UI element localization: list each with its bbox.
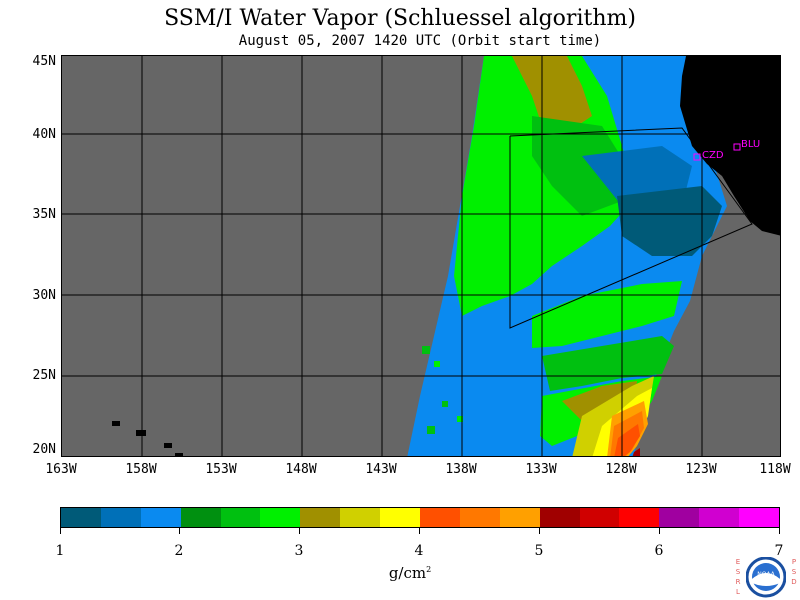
station-czd-label: CZD [702,150,724,161]
legend-tick [779,528,780,534]
color-swatch [699,508,740,527]
swath-olive-patch [512,56,592,136]
swath-south-green [542,336,674,391]
lon-label-153w: 153W [205,462,237,477]
legend-tick [299,528,300,534]
lon-label-118w: 118W [759,462,791,477]
legend-label-1: 1 [55,543,65,559]
swath-dark-red [632,448,640,456]
lon-label-163w: 163W [45,462,77,477]
legend-label-3: 3 [294,543,304,559]
island [112,421,120,426]
legend-label-2: 2 [174,543,184,559]
station-blu-label: BLU [741,139,760,150]
swath-central-green [532,281,682,348]
lon-label-123w: 123W [685,462,717,477]
color-swatch [499,508,540,527]
water-vapor-map: CZD BLU [61,55,781,457]
island [136,430,146,436]
color-swatch [100,508,141,527]
station-czd-marker [693,153,701,161]
legend-tick [539,528,540,534]
units-exponent: 2 [426,565,432,574]
swath-mid-green [532,116,627,216]
swath-north-green [454,56,637,316]
lat-label-30n: 30N [32,288,56,303]
pixel-green [457,416,463,422]
legend-label-5: 5 [534,543,544,559]
pixel-green [434,361,440,367]
color-swatch [300,508,341,527]
units-text: g/cm [388,564,427,582]
chart-title: SSM/I Water Vapor (Schluessel algorithm) [164,6,636,31]
lon-label-133w: 133W [525,462,557,477]
analysis-box [509,127,753,329]
pixel-green [422,346,430,354]
color-swatch [140,508,181,527]
legend-label-4: 4 [414,543,424,559]
pixel-green [442,401,448,407]
lon-label-128w: 128W [605,462,637,477]
legend-tick [179,528,180,534]
color-swatch [61,508,101,527]
color-swatch [539,508,580,527]
noaa-emblem: NOAA [746,557,786,598]
chart-subtitle: August 05, 2007 1420 UTC (Orbit start ti… [238,33,602,49]
color-swatch [459,508,500,527]
island [164,443,172,448]
station-blu-marker [733,143,741,151]
lat-label-25n: 25N [32,368,56,383]
land-mass [680,56,780,236]
legend-label-6: 6 [654,543,664,559]
legend-label-7: 7 [774,543,784,559]
lat-label-40n: 40N [32,127,56,142]
legend-tick [419,528,420,534]
color-scale-bar [60,507,780,528]
map-canvas: CZD BLU [62,56,780,456]
color-swatch [380,508,421,527]
color-swatch [579,508,620,527]
swath-red-orange [614,424,640,456]
lon-label-143w: 143W [365,462,397,477]
legend-tick [60,528,61,534]
color-swatch [260,508,301,527]
swath-darkest-band [617,186,722,256]
lon-label-158w: 158W [125,462,157,477]
color-swatch [420,508,460,527]
color-swatch [340,508,381,527]
pixel-green [427,426,435,434]
lat-label-20n: 20N [32,442,56,457]
lat-label-45n: 45N [32,54,56,69]
lon-label-148w: 148W [285,462,317,477]
noaa-badge-text: NOAA [757,571,775,578]
color-swatch [220,508,261,527]
lon-label-138w: 138W [445,462,477,477]
color-swatch [180,508,221,527]
color-swatch [619,508,660,527]
legend-tick [659,528,660,534]
color-swatch [659,508,700,527]
color-swatch [739,508,780,527]
island [175,453,183,456]
graticule [62,56,780,456]
lat-label-35n: 35N [32,207,56,222]
units-label: g/cm2 [380,564,440,582]
